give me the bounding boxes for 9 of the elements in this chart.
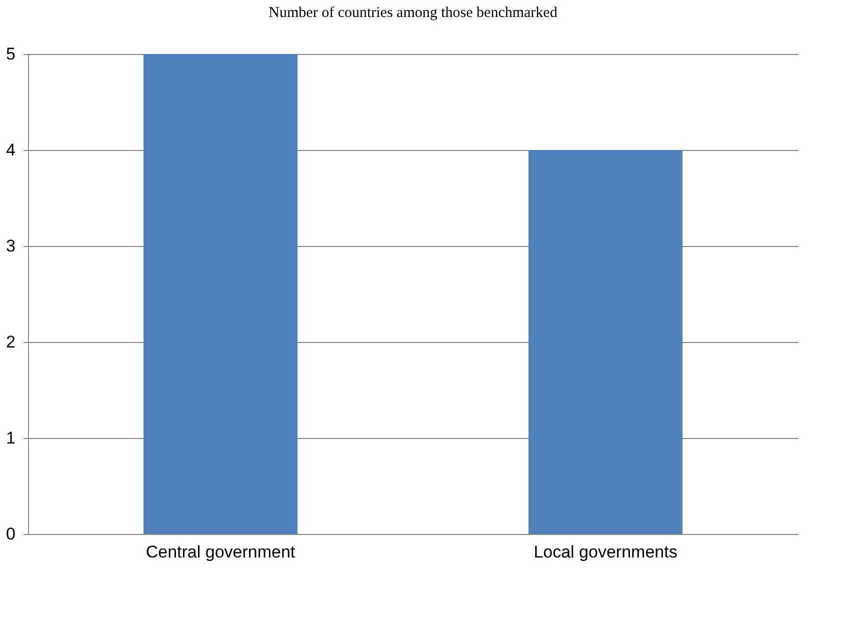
y-tick-label: 3 [6, 236, 16, 256]
y-tick-label: 4 [6, 140, 16, 160]
y-tick-label: 2 [6, 332, 16, 352]
x-tick-label: Central government [146, 542, 296, 562]
y-tick-label: 1 [6, 428, 16, 448]
x-tick-label: Local governments [534, 542, 678, 562]
y-tick-label: 5 [6, 44, 16, 64]
chart-title: Number of countries among those benchmarked [268, 5, 558, 21]
y-tick-label: 0 [6, 524, 16, 544]
